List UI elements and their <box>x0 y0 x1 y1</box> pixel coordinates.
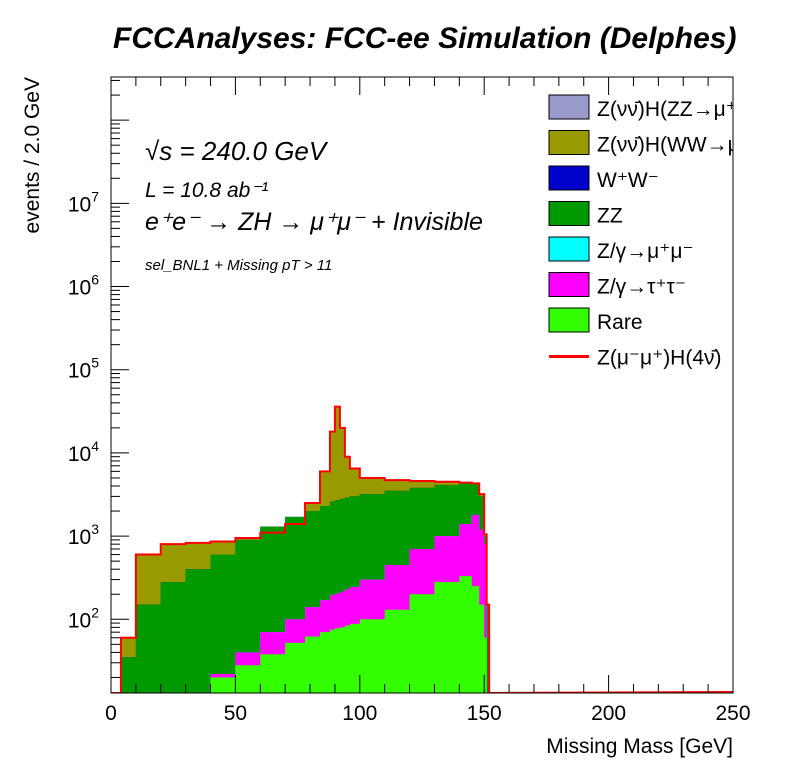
x-tick-label: 0 <box>105 702 117 725</box>
y-tick-label: 103 <box>68 521 99 549</box>
legend-swatch <box>548 94 590 120</box>
legend-label: Z/γ→τ⁺τ⁻ <box>597 276 686 299</box>
y-tick-label: 102 <box>68 604 99 632</box>
legend-swatch <box>548 201 590 226</box>
legend-swatch <box>548 165 590 191</box>
legend-swatch <box>548 272 590 297</box>
x-tick-label: 200 <box>591 702 626 725</box>
annotation-selection: sel_BNL1 + Missing pT > 11 <box>145 257 332 274</box>
axes <box>110 76 734 694</box>
y-axis: 102 103 104 105 106 107 <box>68 79 129 678</box>
x-tick-label: 50 <box>224 702 247 725</box>
plot-frame <box>110 76 734 694</box>
legend-swatch <box>548 307 590 333</box>
y-tick-label: 107 <box>68 188 99 216</box>
legend-swatch <box>548 236 590 262</box>
x-axis-label: Missing Mass [GeV] <box>546 735 733 758</box>
x-axis: 0 50 100 150 200 250 <box>105 77 751 725</box>
annotation-process: e⁺e⁻ → ZH → μ⁺μ⁻ + Invisible <box>145 208 483 236</box>
legend: Z(νν̄)H(ZZ→μ⁺μ⁻νν̄) Z(νν̄)H(WW→μ⁺νμ⁻ν̄) W⁺… <box>548 94 796 370</box>
y-tick-label: 106 <box>68 272 99 300</box>
legend-label: Z/γ→μ⁺μ⁻ <box>597 240 694 263</box>
legend-label: Z(νν̄)H(ZZ→μ⁺μ⁻νν̄) <box>597 98 788 121</box>
x-tick-label: 250 <box>715 702 750 725</box>
legend-label: ZZ <box>597 205 623 228</box>
y-tick-label: 105 <box>68 355 99 383</box>
x-tick-label: 100 <box>342 702 377 725</box>
overlay-line <box>111 405 733 693</box>
legend-label: W⁺W⁻ <box>597 169 659 192</box>
y-tick-label: 104 <box>68 438 99 466</box>
legend-swatch <box>548 130 590 155</box>
legend-label: Z(νν̄)H(WW→μ⁺νμ⁻ν̄) <box>597 134 796 157</box>
legend-label: Z(μ⁻μ⁺)H(4ν̄) <box>597 347 722 370</box>
legend-label: Rare <box>597 311 643 334</box>
series-0-rare-area <box>111 576 490 693</box>
annotations: √s = 240.0 GeV L = 10.8 ab⁻¹ e⁺e⁻ → ZH →… <box>145 136 483 274</box>
y-axis-label: events / 2.0 GeV <box>21 77 44 233</box>
stacked-histogram <box>111 406 490 693</box>
annotation-luminosity: L = 10.8 ab⁻¹ <box>145 179 268 202</box>
annotation-sqrt-s: √s = 240.0 GeV <box>145 136 329 166</box>
x-tick-label: 150 <box>467 702 502 725</box>
signal-overlay <box>111 405 733 693</box>
chart-title: FCCAnalyses: FCC-ee Simulation (Delphes) <box>113 22 736 55</box>
